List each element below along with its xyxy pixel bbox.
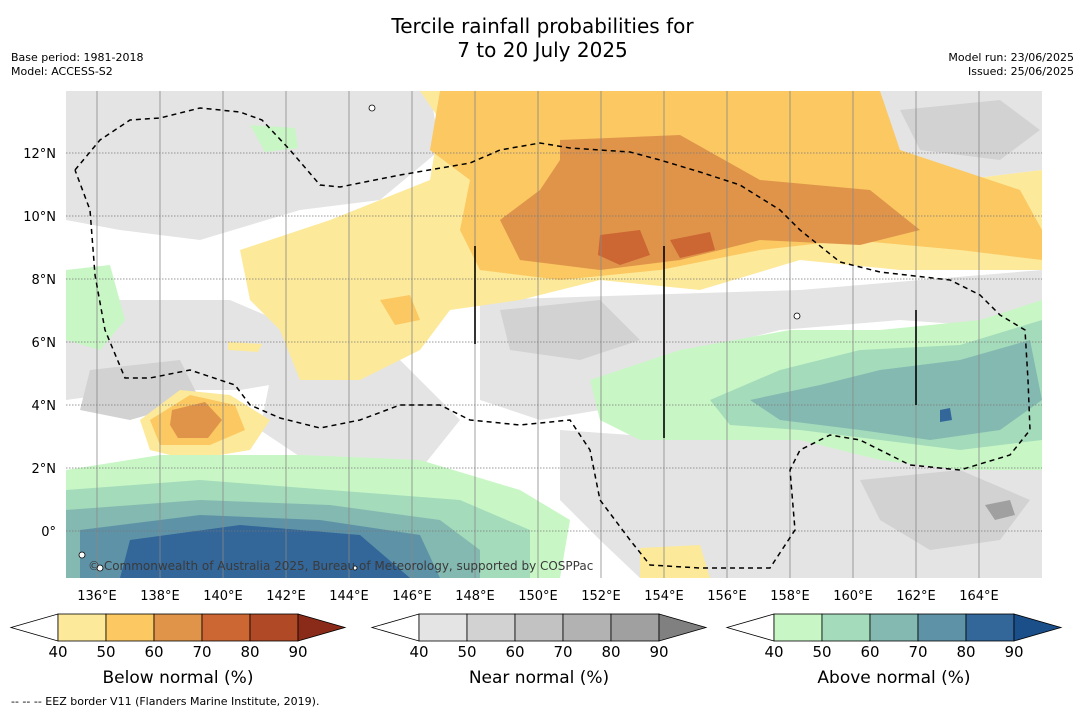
colorbar-tick-label: 90 [649, 643, 669, 661]
lon-label: 164°E [959, 589, 999, 604]
meta-left: Base period: 1981-2018 Model: ACCESS-S2 [11, 51, 143, 79]
colorbar-tick-label: 60 [144, 643, 164, 661]
colorbar-tick-label: 60 [505, 643, 525, 661]
colorbar-high-extend [1013, 613, 1063, 642]
colorbar-low-extend [9, 613, 59, 642]
parallel-lines [66, 152, 1042, 532]
colorbar-tick-label: 50 [812, 643, 832, 661]
lon-label: 138°E [140, 589, 180, 604]
colorbar-segment [153, 613, 203, 642]
colorbar [370, 613, 708, 642]
zone-boundary-lines [474, 246, 917, 438]
lat-label: 8°N [32, 273, 57, 288]
map-field: © Commonwealth of Australia 2025, Bureau… [66, 91, 1042, 578]
issued-date: Issued: 25/06/2025 [967, 65, 1074, 78]
colorbar-high-extend [297, 613, 347, 642]
colorbar-tick-label: 50 [96, 643, 116, 661]
colorbar-tick-label: 40 [764, 643, 784, 661]
lon-label: 146°E [392, 589, 432, 604]
colorbars [9, 613, 1063, 642]
colorbar-segment [105, 613, 155, 642]
lon-label: 144°E [329, 589, 369, 604]
colorbar-tick-label: 70 [908, 643, 928, 661]
lat-label: 2°N [32, 462, 57, 477]
title-line-2: 7 to 20 July 2025 [457, 38, 628, 62]
eez-footnote: -- -- -- EEZ border V11 (Flanders Marine… [11, 695, 320, 708]
colorbar-title: Below normal (%) [102, 668, 254, 688]
colorbar-segment [466, 613, 516, 642]
base-period: Base period: 1981-2018 [11, 51, 144, 64]
island-outlines [78, 104, 801, 572]
colorbar [725, 613, 1063, 642]
colorbar-title: Above normal (%) [817, 668, 971, 688]
colorbar-tick-label: 90 [288, 643, 308, 661]
colorbar-segment [773, 613, 823, 642]
colorbar-segment [562, 613, 612, 642]
below-normal-regions [140, 91, 1042, 578]
model-name: Model: ACCESS-S2 [11, 65, 113, 78]
map-title: Tercile rainfall probabilities for 7 to … [0, 14, 1085, 62]
lat-label: 6°N [32, 336, 57, 351]
colorbar-segment [869, 613, 919, 642]
colorbar-tick-label: 40 [48, 643, 68, 661]
colorbar-segment [57, 613, 107, 642]
copyright-notice: © Commonwealth of Australia 2025, Bureau… [88, 559, 593, 573]
above-normal-regions [66, 125, 1042, 578]
eez-border-line [74, 107, 1031, 569]
near-normal-strong [80, 100, 1040, 550]
colorbar-tick-label: 60 [860, 643, 880, 661]
longitude-labels: 136°E 138°E 140°E 142°E 144°E 146°E 148°E 150°E… [77, 589, 999, 604]
colorbar-segment [965, 613, 1015, 642]
lat-label: 12°N [23, 147, 56, 162]
colorbar-tick-label: 70 [192, 643, 212, 661]
colorbar-tick-label: 80 [956, 643, 976, 661]
colorbar-low-extend [725, 613, 775, 642]
lon-label: 158°E [770, 589, 810, 604]
colorbar-tick-label: 40 [409, 643, 429, 661]
title-line-1: Tercile rainfall probabilities for [391, 14, 694, 38]
colorbar-tick-label: 90 [1004, 643, 1024, 661]
colorbar-tick-label: 80 [240, 643, 260, 661]
meta-right: Model run: 23/06/2025 Issued: 25/06/2025 [948, 51, 1074, 79]
colorbar-segment [917, 613, 967, 642]
latitude-labels: 12°N 10°N 8°N 6°N 4°N 2°N 0° [23, 147, 56, 540]
lon-label: 148°E [455, 589, 495, 604]
colorbar-low-extend [370, 613, 420, 642]
colorbar [9, 613, 347, 642]
lon-label: 136°E [77, 589, 117, 604]
colorbar-segment [249, 613, 299, 642]
colorbar-segment [514, 613, 564, 642]
lon-label: 150°E [518, 589, 558, 604]
lon-label: 142°E [266, 589, 306, 604]
colorbar-segment [201, 613, 251, 642]
lon-label: 152°E [581, 589, 621, 604]
lat-label: 10°N [23, 210, 56, 225]
colorbar-segment [418, 613, 468, 642]
lat-label: 4°N [32, 399, 57, 414]
colorbar-segment [821, 613, 871, 642]
colorbar-segment [610, 613, 660, 642]
lon-label: 162°E [896, 589, 936, 604]
lon-label: 140°E [203, 589, 243, 604]
lat-label: 0° [41, 525, 56, 540]
lon-label: 156°E [707, 589, 747, 604]
colorbar-tick-label: 80 [601, 643, 621, 661]
model-run: Model run: 23/06/2025 [948, 51, 1074, 64]
colorbar-title: Near normal (%) [468, 668, 610, 688]
lon-label: 160°E [833, 589, 873, 604]
colorbar-tick-label: 50 [457, 643, 477, 661]
lon-label: 154°E [644, 589, 684, 604]
colorbar-high-extend [658, 613, 708, 642]
colorbar-tick-label: 70 [553, 643, 573, 661]
